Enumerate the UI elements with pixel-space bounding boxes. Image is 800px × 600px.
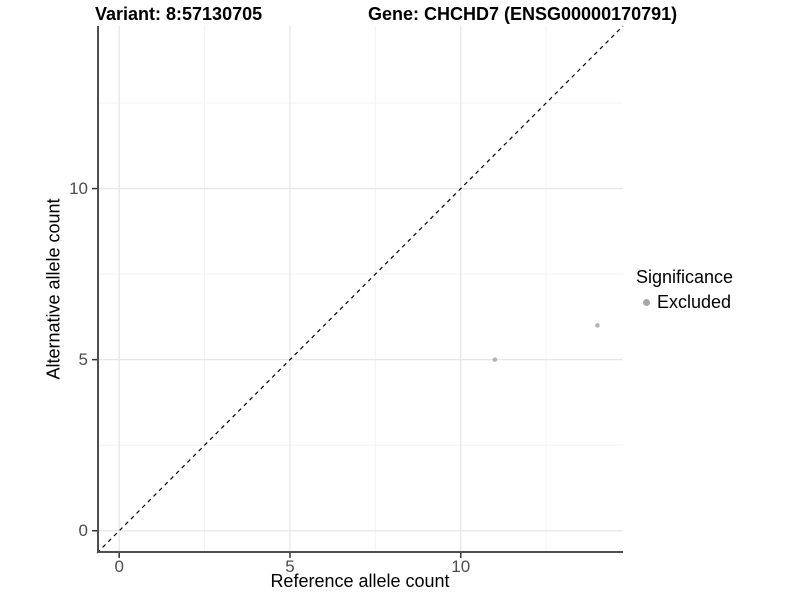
gene-title: Gene: CHCHD7 (ENSG00000170791) [368,4,678,24]
variant-title: Variant: 8:57130705 [95,4,263,24]
x-tick-label: 5 [285,557,295,576]
data-point [595,323,600,328]
x-tick-label: 10 [451,557,471,576]
identity-line [96,25,624,554]
legend-title: Significance [636,267,734,287]
data-point [492,357,498,362]
legend-entry: Excluded [636,292,733,313]
legend-entry-label: Excluded [657,292,732,312]
x-axis-title: Reference allele count [270,571,450,591]
plot-panel [92,25,624,558]
x-tick-label: 0 [114,557,124,576]
legend: Significance Excluded [636,267,733,313]
y-tick-label: 0 [78,520,88,540]
y-tick-label: 10 [69,178,88,198]
legend-point-icon [643,299,650,306]
y-tick-label: 5 [78,349,88,369]
